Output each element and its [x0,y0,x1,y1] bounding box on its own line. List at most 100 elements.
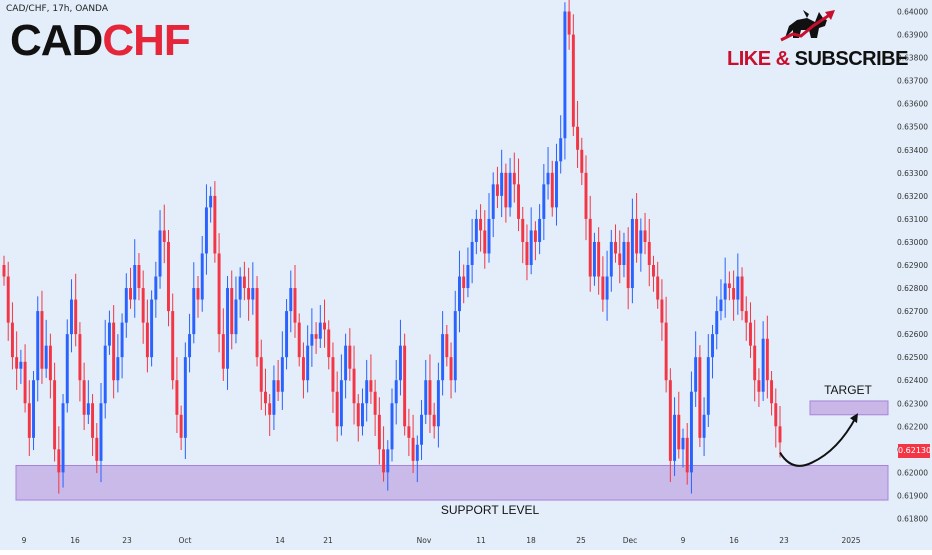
candle-body [673,414,677,461]
candle-body [605,276,609,300]
candle-body [217,253,221,335]
y-tick-label: 0.62300 [897,399,928,408]
y-tick-label: 0.61900 [897,491,928,500]
candle-body [82,380,86,415]
candle-body [53,380,57,450]
brand-logo[interactable]: LIKE & SUBSCRIBE [727,8,908,70]
y-tick-label: 0.61800 [897,514,928,523]
candle-body [204,207,208,254]
candle-body [272,380,276,415]
candle-body [487,218,491,254]
candle-body [504,172,508,208]
candle-body [369,380,373,392]
candle-body [154,276,158,300]
candle-body [264,391,267,404]
candle-body [209,195,213,208]
candle-body [314,334,318,339]
y-tick-label: 0.64000 [897,8,928,17]
candle-body [293,288,297,323]
candle-body [78,334,82,381]
candle-body [251,288,255,300]
candle-body [685,437,689,473]
candle-body [339,380,343,427]
candle-body [196,288,200,300]
annotation-layer: SUPPORT LEVEL TARGET [441,383,873,517]
brand-label-second: SUBSCRIBE [794,48,909,70]
candle-body [622,241,626,265]
candle-body [103,345,107,404]
y-tick-label: 0.62000 [897,468,928,477]
x-tick-label: Oct [179,536,192,545]
y-tick-label: 0.63400 [897,146,928,155]
candle-body [120,322,124,358]
candle-body [542,184,546,219]
candle-body [660,299,664,323]
candle-body [124,288,128,323]
y-tick-label: 0.62700 [897,307,928,316]
candle-body [403,345,407,427]
y-tick-label: 0.63700 [897,77,928,86]
y-tick-label: 0.63600 [897,100,928,109]
candle-body [377,414,381,450]
support-zone [15,464,889,501]
candle-body [361,403,364,427]
candle-body [635,218,639,254]
x-tick-label: 9 [681,536,686,545]
headline-quote: CHF [102,16,190,65]
candle-body [310,334,314,346]
candle-body [48,345,52,381]
candle-body [188,334,192,358]
brand-label-main: LIKE & [727,48,795,70]
y-tick-label: 0.63300 [897,169,928,178]
y-tick-label: 0.63200 [897,192,928,201]
candle-body [192,288,196,335]
candle-body [175,380,179,415]
candle-body [61,403,65,473]
candle-body [555,161,558,208]
candle-body [242,276,246,289]
candle-body [550,172,554,208]
candle-body [441,334,445,381]
candle-body [335,391,339,427]
candle-body [614,241,617,254]
price-axis[interactable]: 0.64000 0.63900 0.63800 0.63700 0.63600 0.635… [897,8,928,524]
candle-body [736,276,740,300]
time-axis[interactable]: 9 16 23 Oct 14 21 Nov 11 18 25 Dec 9 16 23 2025 [22,536,861,545]
candle-body [436,380,440,427]
x-tick-label: 21 [323,536,333,545]
candle-body [462,276,466,289]
candle-body [740,276,744,312]
candle-body [289,288,293,312]
candle-body [723,283,727,300]
candle-body [597,241,601,277]
candle-body [689,391,693,473]
candle-body [213,195,217,254]
candle-body [352,368,356,404]
candle-body [761,338,765,392]
candle-body [19,361,23,369]
candle-body [133,265,137,300]
candle-body [230,288,234,335]
candle-body [652,265,655,277]
candle-body [512,172,516,185]
candle-body [150,299,154,358]
candle-body [630,218,634,289]
symbol-info[interactable]: CAD/CHF, 17h, OANDA [6,4,108,14]
candle-body [255,288,259,358]
candle-body [563,11,567,139]
candle-body [2,265,6,277]
candle-body [65,334,69,404]
candle-body [681,437,685,450]
candle-body [27,403,31,438]
candle-body [259,357,263,392]
candle-body [398,345,402,381]
candle-body [158,230,162,277]
candle-body [479,218,483,231]
candle-body [221,334,225,369]
candle-body [226,288,229,369]
candle-body [107,322,111,346]
candle-body [70,299,73,335]
candle-body [356,403,360,427]
